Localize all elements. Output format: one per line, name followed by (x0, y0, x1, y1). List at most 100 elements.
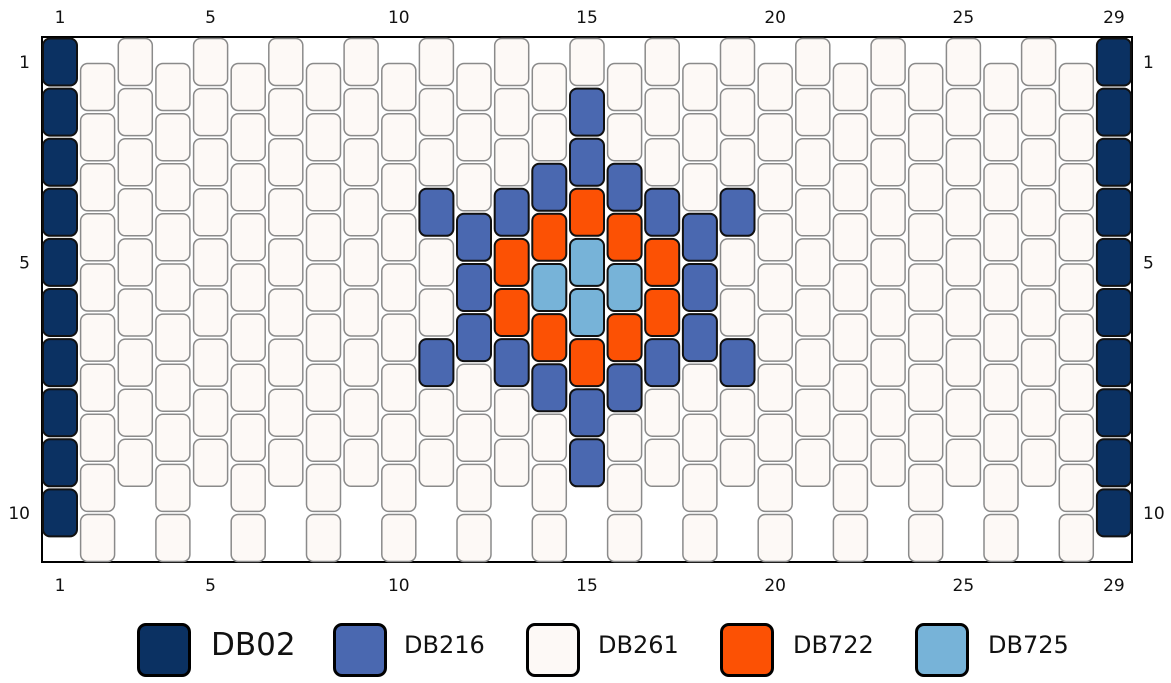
bead-db261 (907, 513, 944, 563)
bead-db261 (268, 338, 304, 387)
bead-db261 (268, 37, 304, 87)
bead-db261 (757, 313, 793, 362)
bead-db261 (79, 513, 116, 563)
bead-db261 (757, 112, 793, 162)
bead-db261 (305, 413, 342, 463)
bead-db261 (192, 438, 229, 488)
bead-db261 (531, 513, 568, 563)
bead-db261 (1058, 413, 1095, 463)
bead-db261 (1020, 288, 1057, 337)
bead-db261 (1058, 62, 1095, 112)
bead-db261 (682, 413, 718, 463)
bead-db261 (719, 238, 756, 287)
bead-db216 (531, 363, 568, 413)
bead-db261 (79, 413, 116, 463)
bead-db02 (42, 187, 78, 237)
bead-db261 (757, 62, 793, 112)
bead-db261 (682, 112, 718, 162)
bead-db261 (155, 513, 191, 563)
bead-db261 (381, 112, 417, 162)
bead-db216 (418, 338, 455, 388)
bead-grid (42, 37, 1132, 563)
bead-db261 (531, 62, 568, 112)
bead-db261 (230, 313, 266, 362)
bead-db261 (268, 87, 304, 137)
bead-db261 (230, 463, 266, 513)
column-tick-top: 15 (576, 8, 598, 28)
bead-db261 (230, 363, 266, 412)
bead-db02 (1095, 288, 1132, 337)
bead-db261 (945, 188, 982, 237)
bead-db261 (117, 338, 154, 387)
bead-db261 (418, 137, 455, 187)
bead-db261 (606, 413, 643, 463)
bead-db216 (606, 363, 643, 413)
bead-db261 (719, 87, 756, 137)
bead-db261 (418, 288, 455, 337)
column-tick-top: 10 (388, 8, 410, 28)
bead-db261 (870, 388, 906, 437)
bead-db261 (531, 112, 568, 162)
bead-db725 (569, 237, 605, 287)
bead-db261 (1058, 112, 1095, 162)
bead-db216 (493, 187, 530, 237)
bead-db261 (757, 263, 793, 312)
bead-db216 (606, 162, 643, 212)
bead-db261 (230, 213, 266, 262)
row-tick-left: 10 (8, 504, 30, 524)
legend-swatch-db722 (720, 623, 774, 677)
bead-db261 (907, 62, 944, 112)
color-legend: DB02 DB216 DB261 DB722 DB725 (0, 617, 1171, 683)
bead-db261 (795, 37, 831, 87)
bead-db02 (1095, 488, 1132, 538)
bead-db216 (569, 137, 605, 187)
bead-db261 (381, 263, 417, 312)
bead-db261 (945, 288, 982, 337)
bead-db261 (117, 288, 154, 337)
bead-db261 (305, 313, 342, 362)
bead-db261 (870, 238, 906, 287)
bead-db261 (870, 37, 906, 87)
bead-db261 (907, 413, 944, 463)
bead-db261 (1020, 137, 1057, 187)
bead-db261 (569, 37, 605, 87)
legend-label-db02: DB02 (211, 627, 296, 663)
bead-db261 (192, 137, 229, 187)
bead-db261 (343, 137, 379, 187)
bead-db216 (456, 263, 492, 312)
bead-db261 (945, 388, 982, 437)
column-tick-top: 20 (764, 8, 786, 28)
bead-db02 (1095, 438, 1132, 488)
bead-db02 (42, 488, 78, 538)
bead-db02 (42, 438, 78, 488)
bead-db261 (983, 413, 1019, 463)
bead-db261 (155, 112, 191, 162)
bead-db261 (343, 87, 379, 137)
column-tick-top: 5 (205, 8, 216, 28)
bead-db261 (343, 288, 379, 337)
bead-db725 (531, 263, 568, 312)
bead-db216 (456, 313, 492, 363)
legend-label-db216: DB216 (404, 631, 485, 659)
bead-db261 (305, 213, 342, 262)
bead-db261 (870, 137, 906, 187)
bead-db02 (1095, 37, 1132, 87)
bead-db261 (456, 62, 492, 112)
bead-db261 (117, 87, 154, 137)
bead-db261 (757, 413, 793, 463)
bead-db261 (983, 263, 1019, 312)
bead-db261 (945, 37, 982, 87)
bead-db261 (456, 163, 492, 212)
bead-db261 (230, 112, 266, 162)
column-tick-bottom: 15 (576, 576, 598, 596)
bead-db261 (795, 388, 831, 437)
bead-db261 (907, 463, 944, 513)
bead-db216 (569, 87, 605, 137)
bead-db261 (79, 263, 116, 312)
bead-db261 (79, 62, 116, 112)
bead-db261 (945, 338, 982, 387)
legend-swatch-db261 (526, 623, 580, 677)
bead-db261 (757, 513, 793, 563)
column-tick-top: 25 (953, 8, 975, 28)
bead-db261 (682, 363, 718, 412)
